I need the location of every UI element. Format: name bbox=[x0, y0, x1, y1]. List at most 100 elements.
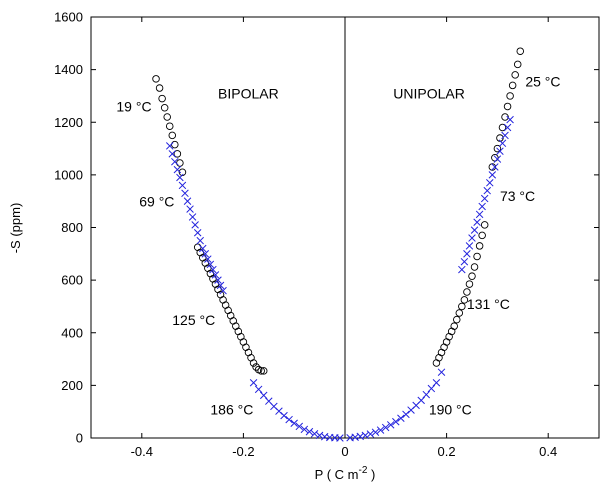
data-point-cross bbox=[366, 430, 375, 438]
data-point-cross bbox=[503, 123, 512, 132]
y-tick-label: 1200 bbox=[54, 115, 83, 130]
data-point-cross bbox=[468, 234, 476, 242]
data-point-circle bbox=[173, 150, 182, 158]
data-point-cross bbox=[196, 236, 204, 245]
data-point-cross bbox=[211, 271, 220, 279]
data-point-cross bbox=[165, 142, 174, 150]
data-point-circle bbox=[468, 272, 476, 280]
data-point-circle bbox=[455, 309, 464, 317]
data-point-cross bbox=[216, 281, 225, 290]
x-tick-label: -0.2 bbox=[232, 444, 254, 459]
temperature-label: 190 °C bbox=[429, 401, 472, 417]
data-point-cross bbox=[188, 213, 197, 221]
data-point-cross bbox=[290, 419, 298, 428]
data-point-cross bbox=[486, 179, 494, 187]
y-tick-label: 200 bbox=[61, 378, 83, 393]
data-point-cross bbox=[193, 229, 202, 237]
data-point-circle bbox=[165, 122, 174, 130]
data-point-cross bbox=[300, 425, 309, 434]
data-point-cross bbox=[432, 378, 441, 387]
x-axis-label-main: P ( C m bbox=[315, 467, 359, 482]
data-point-cross bbox=[199, 244, 207, 253]
region-label: UNIPOLAR bbox=[393, 86, 465, 102]
data-point-cross bbox=[475, 210, 484, 219]
data-point-cross bbox=[315, 431, 324, 440]
data-point-cross bbox=[310, 430, 319, 438]
data-point-circle bbox=[460, 296, 469, 304]
data-point-cross bbox=[473, 218, 481, 226]
y-tick-label: 400 bbox=[61, 325, 83, 340]
temperature-label: 186 °C bbox=[210, 401, 253, 417]
temperature-label: 125 °C bbox=[172, 312, 215, 328]
temperature-label: 73 °C bbox=[500, 188, 535, 204]
data-point-circle bbox=[506, 92, 514, 100]
data-point-cross bbox=[204, 255, 212, 263]
y-tick-label: 1600 bbox=[54, 10, 83, 25]
data-point-circle bbox=[511, 71, 519, 79]
data-point-circle bbox=[453, 315, 461, 324]
data-point-cross bbox=[381, 423, 390, 432]
data-point-circle bbox=[498, 123, 507, 132]
annotations: 19 °C 69 °C 125 °C 186 °C BIPOLAR UNIPOLAR 25 … bbox=[116, 74, 560, 418]
data-point-cross bbox=[491, 163, 499, 171]
region-label: BIPOLAR bbox=[218, 86, 279, 102]
data-point-circle bbox=[450, 322, 458, 330]
data-point-cross bbox=[254, 385, 263, 394]
data-point-cross bbox=[470, 226, 479, 234]
temperature-label: 19 °C bbox=[116, 99, 151, 115]
data-point-cross bbox=[285, 415, 293, 424]
temperature-label: 25 °C bbox=[525, 74, 560, 90]
data-point-cross bbox=[478, 202, 486, 211]
data-point-cross bbox=[483, 186, 491, 195]
data-point-cross bbox=[171, 157, 179, 166]
data-point-cross bbox=[458, 265, 466, 274]
data-point-circle bbox=[252, 363, 260, 371]
data-point-cross bbox=[181, 189, 189, 198]
data-point-cross bbox=[422, 390, 431, 399]
data-point-cross bbox=[397, 414, 405, 423]
data-point-cross bbox=[371, 428, 380, 436]
data-point-circle bbox=[465, 280, 474, 288]
data-point-cross bbox=[183, 197, 192, 205]
data-points bbox=[152, 47, 525, 442]
data-point-circle bbox=[473, 252, 481, 261]
data-point-circle bbox=[463, 288, 471, 296]
data-point-cross bbox=[336, 434, 344, 442]
data-point-cross bbox=[498, 139, 507, 148]
data-point-circle bbox=[478, 231, 486, 240]
data-point-circle bbox=[152, 75, 160, 83]
x-axis-label: P ( C m-2 ) bbox=[315, 465, 376, 482]
data-point-cross bbox=[496, 147, 504, 155]
axis-ticks: -0.4 -0.2 0 0.2 0.4 0 200 400 600 800 1000 1200 1400… bbox=[54, 10, 599, 459]
data-point-cross bbox=[506, 115, 514, 124]
data-point-circle bbox=[168, 131, 177, 140]
x-axis-label-sup: -2 bbox=[358, 465, 367, 476]
data-point-cross bbox=[493, 155, 502, 163]
data-point-cross bbox=[259, 391, 268, 400]
data-point-cross bbox=[219, 286, 227, 295]
data-point-circle bbox=[508, 81, 517, 90]
data-point-circle bbox=[470, 263, 479, 271]
data-point-cross bbox=[392, 417, 400, 426]
y-tick-label: 0 bbox=[76, 431, 83, 446]
data-point-cross bbox=[214, 276, 222, 284]
temperature-label: 131 °C bbox=[467, 296, 510, 312]
data-point-cross bbox=[465, 242, 474, 250]
y-tick-label: 800 bbox=[61, 220, 83, 235]
data-point-cross bbox=[417, 396, 425, 405]
data-point-circle bbox=[458, 302, 466, 311]
data-point-cross bbox=[361, 431, 370, 440]
data-point-circle bbox=[475, 242, 484, 250]
temperature-label: 69 °C bbox=[139, 193, 174, 209]
y-axis-label: -S (ppm) bbox=[8, 203, 23, 254]
data-point-cross bbox=[186, 205, 194, 213]
data-point-cross bbox=[501, 131, 509, 140]
data-point-cross bbox=[295, 422, 304, 431]
x-tick-label: 0.2 bbox=[438, 444, 456, 459]
data-point-cross bbox=[168, 150, 177, 158]
data-point-circle bbox=[480, 221, 489, 229]
data-point-cross bbox=[376, 426, 385, 434]
data-point-circle bbox=[516, 47, 525, 55]
data-point-cross bbox=[201, 250, 210, 258]
